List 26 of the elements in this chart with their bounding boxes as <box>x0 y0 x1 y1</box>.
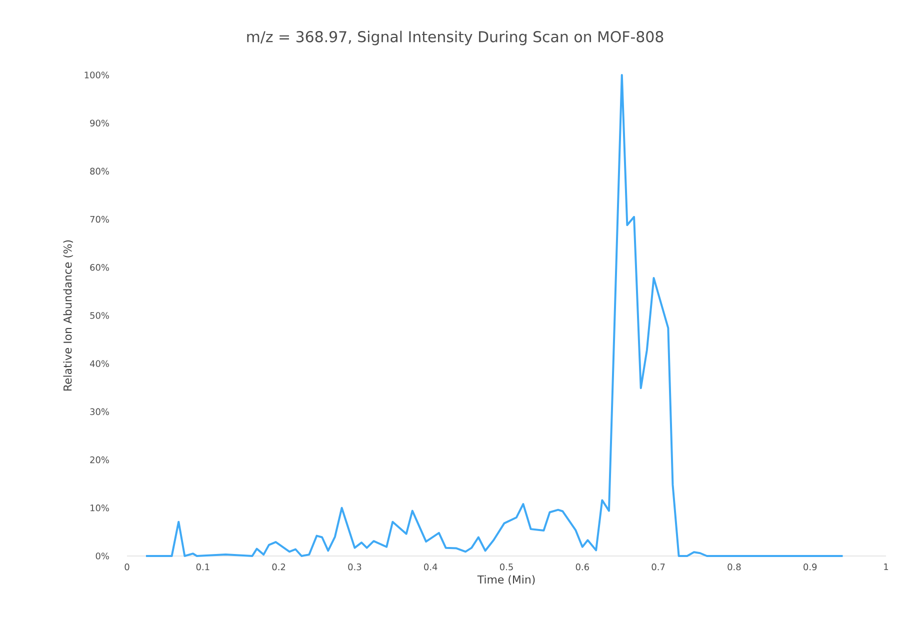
x-tick-label: 0.9 <box>804 564 817 570</box>
line-series <box>144 74 844 557</box>
y-tick-label: 60% <box>90 264 109 271</box>
x-tick-label: 0.2 <box>272 564 286 570</box>
x-tick-label: 1 <box>884 564 888 570</box>
x-tick-label: 0.7 <box>652 564 665 570</box>
y-tick-label: 0% <box>96 552 109 560</box>
x-tick-label: 0.4 <box>424 564 438 570</box>
y-tick-label: 30% <box>90 408 109 416</box>
y-tick-label: 70% <box>90 216 109 223</box>
y-tick-label: 80% <box>90 168 109 175</box>
y-tick-label: 40% <box>90 360 109 367</box>
x-tick-label: 0.5 <box>500 564 513 570</box>
y-tick-label: 20% <box>90 456 109 464</box>
y-tick-label: 90% <box>90 120 109 126</box>
x-tick-label: 0.3 <box>348 564 362 570</box>
x-tick-label: 0.1 <box>196 564 210 570</box>
x-tick-label: 0 <box>124 564 130 570</box>
x-tick-label: 0.8 <box>728 564 741 570</box>
x-tick-label: 0.6 <box>576 564 589 570</box>
chart-title: m/z = 368.97, Signal Intensity During Scan on MOF-808 <box>247 30 664 46</box>
x-axis-title: Time (Min) <box>477 575 535 585</box>
y-tick-label: 50% <box>90 312 109 319</box>
y-axis-title: Relative Ion Abundance (%) <box>63 240 73 391</box>
y-tick-label: 10% <box>90 504 109 512</box>
y-tick-label: 100% <box>84 72 109 78</box>
